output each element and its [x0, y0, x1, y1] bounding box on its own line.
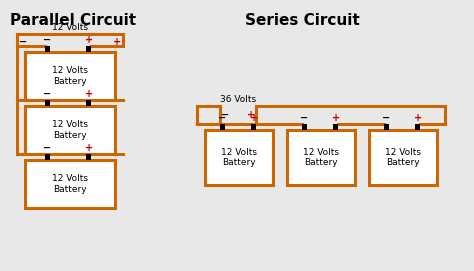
- Bar: [45, 100, 50, 106]
- Text: 12 Volts
Battery: 12 Volts Battery: [303, 148, 339, 167]
- Text: −: −: [43, 89, 51, 99]
- Text: 12 Volts
Battery: 12 Volts Battery: [52, 174, 88, 194]
- Bar: [415, 124, 420, 130]
- Bar: [205, 130, 273, 185]
- Bar: [25, 160, 115, 208]
- Bar: [384, 124, 389, 130]
- Text: −: −: [221, 110, 229, 120]
- Text: −: −: [301, 113, 309, 123]
- Text: +: +: [332, 113, 340, 123]
- Text: +: +: [85, 89, 93, 99]
- Bar: [86, 100, 91, 106]
- Bar: [220, 124, 225, 130]
- Bar: [333, 124, 338, 130]
- Text: +: +: [414, 113, 422, 123]
- Bar: [25, 52, 115, 100]
- Text: +: +: [250, 113, 258, 123]
- Bar: [45, 46, 50, 52]
- Bar: [251, 124, 256, 130]
- Text: +: +: [85, 35, 93, 45]
- Text: 36 Volts: 36 Volts: [220, 95, 256, 104]
- Bar: [302, 124, 307, 130]
- Text: 12 Volts
Battery: 12 Volts Battery: [221, 148, 257, 167]
- Bar: [45, 154, 50, 160]
- Text: Parallel Circuit: Parallel Circuit: [10, 13, 136, 28]
- Text: 12 Volts: 12 Volts: [52, 23, 88, 32]
- Text: 12 Volts
Battery: 12 Volts Battery: [385, 148, 421, 167]
- Bar: [25, 106, 115, 154]
- Text: −: −: [383, 113, 391, 123]
- Bar: [86, 154, 91, 160]
- Text: −: −: [43, 35, 51, 45]
- Text: +: +: [85, 143, 93, 153]
- Text: −: −: [43, 143, 51, 153]
- Text: −: −: [19, 37, 27, 47]
- Text: 12 Volts
Battery: 12 Volts Battery: [52, 120, 88, 140]
- Text: −: −: [219, 113, 227, 123]
- Text: +: +: [113, 37, 121, 47]
- Text: Series Circuit: Series Circuit: [245, 13, 360, 28]
- Bar: [287, 130, 355, 185]
- Text: 12 Volts
Battery: 12 Volts Battery: [52, 66, 88, 86]
- Bar: [86, 46, 91, 52]
- Bar: [369, 130, 437, 185]
- Text: +: +: [247, 110, 255, 120]
